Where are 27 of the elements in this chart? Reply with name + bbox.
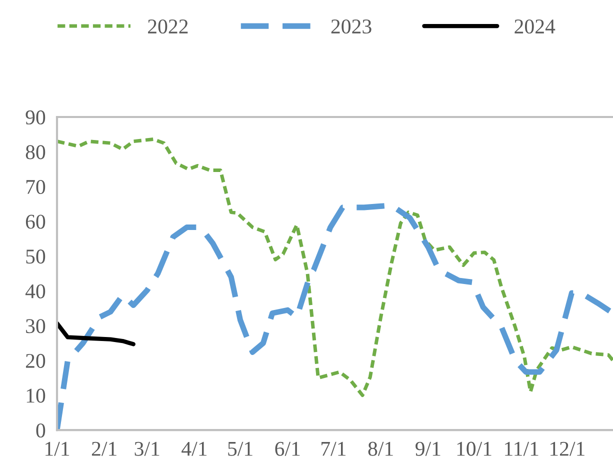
y-tick-label: 20 — [26, 354, 46, 368]
x-tick-label: 2/1 — [92, 442, 116, 456]
y-tick-label: 80 — [26, 145, 46, 160]
x-tick-label: 7/1 — [322, 442, 346, 456]
legend-label: 2022 — [148, 19, 188, 34]
x-tick-label: 4/1 — [182, 442, 207, 456]
y-tick-label: 40 — [25, 284, 46, 298]
x-tick-label: 10/1 — [457, 442, 492, 456]
y-tick-label: 0 — [36, 423, 46, 438]
y-tick-label: 50 — [26, 250, 46, 264]
y-tick-label: 10 — [26, 388, 46, 403]
x-tick-label: 5/1 — [228, 442, 252, 456]
x-tick-label: 9/1 — [416, 442, 440, 456]
legend-label: 2023 — [331, 19, 372, 34]
x-tick-label: 1/1 — [46, 442, 70, 456]
legend-label: 2024 — [514, 19, 556, 34]
x-tick-label: 12/1 — [550, 442, 584, 456]
line-series — [57, 138, 613, 398]
x-tick-label: 6/1 — [275, 442, 300, 456]
y-tick-label: 30 — [26, 319, 46, 334]
y-tick-label: 70 — [26, 180, 46, 194]
x-tick-label: 8/1 — [368, 442, 393, 456]
x-tick-label: 3/1 — [134, 442, 160, 456]
y-tick-label: 60 — [26, 214, 46, 229]
x-tick-label: 11/1 — [505, 442, 538, 456]
line-series — [57, 321, 136, 346]
y-tick-label: 90 — [26, 110, 46, 124]
